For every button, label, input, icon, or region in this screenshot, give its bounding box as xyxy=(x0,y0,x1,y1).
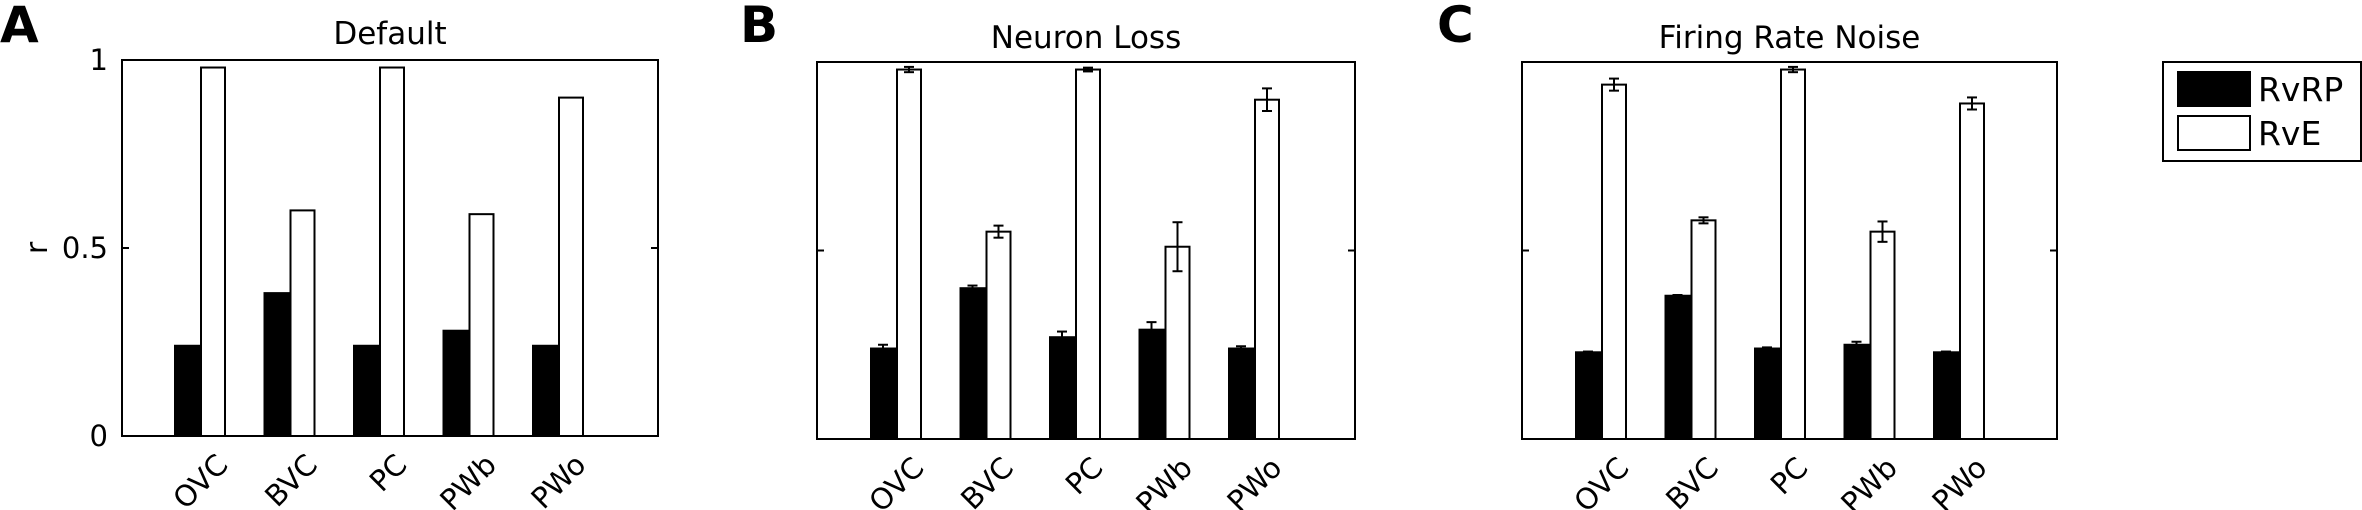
xtick-label-pwb: PWb xyxy=(1834,450,1904,510)
bar-rvrp-bvc xyxy=(263,292,290,437)
bar-rvrp-pwb xyxy=(1138,328,1165,441)
xtick-label-pwo: PWo xyxy=(1220,450,1288,510)
error-bar-rve-pc xyxy=(1788,65,1798,74)
error-bar-rve-ovc xyxy=(904,65,914,74)
error-bar-rve-ovc xyxy=(1609,77,1619,92)
bar-rvrp-pwo xyxy=(532,344,558,438)
error-bar-rve-pwo xyxy=(1262,87,1272,113)
bar-rve-pc xyxy=(1780,68,1806,440)
bar-rve-pwb xyxy=(468,213,495,437)
error-bar-rvrp-ovc xyxy=(878,343,888,354)
xtick-label-pc: PC xyxy=(363,447,414,498)
xtick-label-pwb: PWb xyxy=(1129,450,1199,510)
bar-rvrp-bvc xyxy=(1664,294,1691,440)
chart-panel-b: B Neuron Loss OVC BVC PC PWb PWo xyxy=(740,0,1356,510)
error-bar-rve-bvc xyxy=(993,224,1004,239)
error-bar-rve-pwb xyxy=(1172,221,1183,273)
error-bar-rve-pwo xyxy=(1967,96,1977,111)
y-axis-label: r xyxy=(20,241,55,254)
xtick-label-bvc: BVC xyxy=(258,447,324,510)
bar-rvrp-pwb xyxy=(1843,343,1870,440)
legend-swatch-rvrp xyxy=(2177,71,2251,107)
bar-rvrp-ovc xyxy=(870,347,896,440)
bar-rve-pc xyxy=(1075,68,1101,440)
xtick-label-bvc: BVC xyxy=(1659,450,1725,510)
bar-rvrp-pwb xyxy=(442,329,469,437)
bar-rvrp-pc xyxy=(1049,336,1075,440)
bar-rve-bvc xyxy=(289,209,316,437)
chart-title: Neuron Loss xyxy=(991,20,1181,56)
panel-letter: C xyxy=(1437,0,1474,54)
bar-rve-pwo xyxy=(1254,98,1280,440)
bar-rve-pc xyxy=(379,66,405,438)
chart-panel-a: A Default 0 0.5 1 r OVC BVC PC PWb PWo xyxy=(0,0,659,510)
legend-label-rve: RvE xyxy=(2258,114,2321,153)
bar-rvrp-pc xyxy=(1754,347,1780,440)
bar-rvrp-pc xyxy=(353,344,379,438)
error-bar-rve-bvc xyxy=(1698,216,1709,225)
legend-swatch-rve xyxy=(2177,115,2251,151)
legend: RvRP RvE xyxy=(2162,61,2362,162)
xtick-label-pc: PC xyxy=(1764,450,1815,501)
chart-panel-c: C Firing Rate Noise OVC BVC PC PWb PWo xyxy=(1437,0,2058,510)
xtick-label-ovc: OVC xyxy=(1567,450,1635,510)
bar-rve-ovc xyxy=(200,66,226,438)
xtick-label-pwb: PWb xyxy=(433,447,503,510)
bar-rve-pwo xyxy=(1959,102,1985,440)
error-bar-rvrp-pwb xyxy=(1851,340,1862,349)
bar-rve-pwo xyxy=(558,96,584,437)
bar-rve-pwb xyxy=(1869,230,1896,440)
ytick-label: 0 xyxy=(90,419,108,453)
error-bar-rvrp-pwo xyxy=(1236,345,1246,352)
xtick-label-pwo: PWo xyxy=(1925,450,1993,510)
error-bar-rvrp-pc xyxy=(1057,330,1067,344)
xtick-label-ovc: OVC xyxy=(862,450,930,510)
panel-letter: A xyxy=(0,0,39,54)
bar-rvrp-ovc xyxy=(1575,351,1601,441)
xtick-label-pc: PC xyxy=(1059,450,1110,501)
ytick-label: 1 xyxy=(90,43,108,77)
bar-rve-ovc xyxy=(1601,83,1627,441)
chart-title: Firing Rate Noise xyxy=(1659,20,1921,56)
bar-rve-bvc xyxy=(985,230,1012,440)
bar-rvrp-ovc xyxy=(174,344,200,438)
xtick-label-pwo: PWo xyxy=(524,447,592,510)
xtick-label-bvc: BVC xyxy=(954,450,1020,510)
error-bar-rvrp-pwo xyxy=(1941,350,1951,355)
error-bar-rvrp-pwb xyxy=(1146,321,1157,339)
bar-rvrp-pwo xyxy=(1933,351,1959,441)
bar-rvrp-pwo xyxy=(1228,347,1254,440)
xtick-label-ovc: OVC xyxy=(166,447,234,510)
ytick-label: 0.5 xyxy=(62,231,108,265)
error-bar-rvrp-pc xyxy=(1762,346,1772,351)
error-bar-rve-pc xyxy=(1083,66,1093,73)
error-bar-rvrp-bvc xyxy=(1672,293,1683,298)
chart-title: Default xyxy=(333,16,446,52)
error-bar-rvrp-ovc xyxy=(1583,350,1593,355)
panel-letter: B xyxy=(740,0,778,54)
bar-rvrp-bvc xyxy=(959,287,986,441)
bar-rve-bvc xyxy=(1690,219,1717,440)
error-bar-rvrp-bvc xyxy=(967,284,978,292)
panels: A Default 0 0.5 1 r OVC BVC PC PWb PWo B Neuron Loss… xyxy=(0,0,2058,510)
bar-rve-pwb xyxy=(1164,245,1191,440)
error-bar-rve-pwb xyxy=(1877,220,1888,243)
legend-label-rvrp: RvRP xyxy=(2258,70,2343,109)
bar-rve-ovc xyxy=(896,68,922,440)
